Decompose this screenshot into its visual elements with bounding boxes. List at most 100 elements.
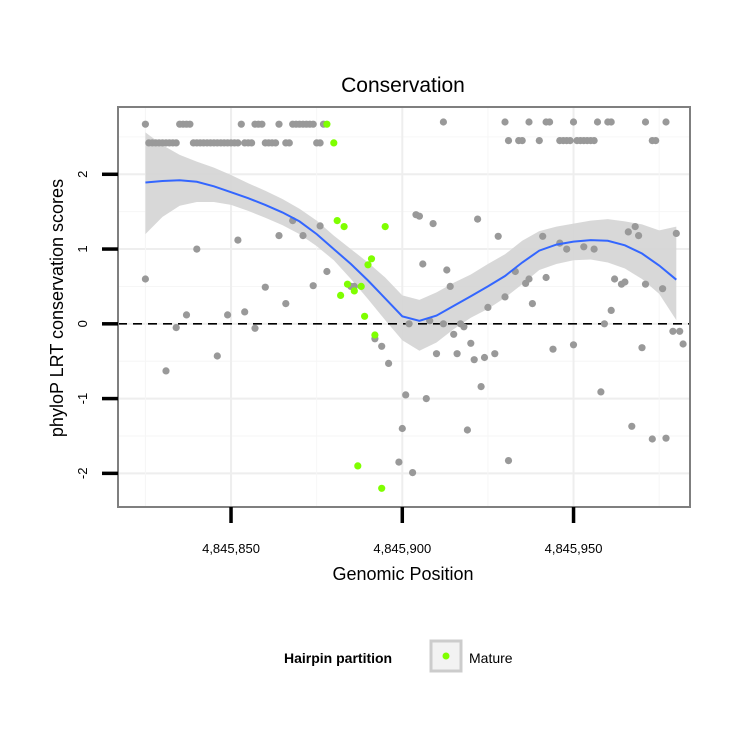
point bbox=[641, 118, 650, 126]
legend: Hairpin partition Mature bbox=[284, 639, 513, 673]
point bbox=[504, 457, 513, 465]
point-mature bbox=[350, 287, 358, 295]
point bbox=[480, 353, 489, 362]
point bbox=[569, 118, 578, 126]
x-tick-label: 4,845,950 bbox=[545, 541, 603, 556]
point bbox=[463, 426, 471, 434]
point bbox=[261, 283, 269, 291]
point-mature bbox=[367, 255, 376, 263]
point bbox=[648, 435, 656, 443]
point bbox=[248, 139, 256, 147]
point bbox=[518, 137, 526, 145]
point bbox=[141, 275, 149, 283]
point bbox=[422, 395, 430, 403]
point bbox=[628, 422, 636, 430]
point bbox=[224, 311, 232, 319]
point-mature bbox=[361, 312, 369, 320]
point bbox=[563, 245, 571, 253]
point-mature bbox=[354, 462, 362, 470]
point bbox=[234, 139, 242, 147]
point bbox=[624, 228, 632, 236]
point bbox=[275, 232, 283, 240]
point bbox=[405, 320, 413, 328]
point bbox=[309, 282, 317, 290]
point bbox=[323, 267, 331, 276]
point bbox=[501, 293, 509, 301]
y-tick-label: 1 bbox=[75, 245, 90, 252]
point bbox=[398, 424, 406, 433]
point bbox=[415, 212, 423, 220]
point bbox=[484, 303, 492, 311]
y-tick-label: -1 bbox=[75, 393, 90, 405]
point bbox=[316, 139, 324, 147]
point bbox=[501, 118, 509, 126]
x-tick-label: 4,845,850 bbox=[202, 541, 260, 556]
point bbox=[659, 285, 667, 293]
point bbox=[141, 120, 149, 128]
point bbox=[635, 232, 643, 240]
chart-title: Conservation bbox=[341, 74, 465, 97]
point-mature bbox=[381, 223, 389, 231]
y-axis-title: phyloP LRT conservation scores bbox=[47, 179, 67, 437]
point bbox=[439, 320, 447, 328]
point bbox=[409, 469, 417, 477]
point bbox=[621, 278, 629, 286]
point bbox=[282, 300, 290, 308]
point bbox=[234, 236, 242, 244]
point bbox=[443, 266, 451, 274]
point bbox=[631, 223, 639, 231]
point bbox=[607, 306, 615, 314]
point bbox=[669, 327, 677, 335]
y-tick-label: 2 bbox=[75, 171, 90, 178]
point-mature bbox=[337, 291, 345, 299]
point bbox=[504, 137, 513, 145]
point bbox=[453, 350, 461, 358]
point bbox=[316, 222, 324, 230]
point bbox=[491, 350, 499, 358]
point bbox=[566, 137, 574, 145]
smooth-curve bbox=[145, 179, 677, 322]
point bbox=[460, 323, 468, 331]
point bbox=[429, 220, 437, 228]
point bbox=[539, 232, 547, 240]
y-axis: -2 -1 0 1 2 bbox=[75, 171, 118, 479]
legend-key-marker bbox=[442, 652, 450, 660]
point bbox=[395, 458, 403, 466]
point-mature bbox=[357, 282, 365, 290]
point bbox=[535, 137, 543, 145]
point bbox=[439, 118, 447, 126]
point-mature bbox=[330, 139, 338, 147]
point bbox=[638, 344, 646, 352]
point-mature bbox=[343, 280, 352, 288]
point bbox=[172, 324, 180, 332]
point bbox=[569, 341, 578, 349]
point bbox=[525, 118, 533, 126]
point bbox=[213, 352, 221, 360]
point bbox=[580, 243, 588, 251]
x-axis-title: Genomic Position bbox=[332, 564, 473, 584]
point bbox=[186, 120, 194, 128]
point bbox=[446, 282, 454, 290]
point bbox=[474, 215, 482, 223]
point bbox=[676, 327, 684, 335]
point bbox=[258, 120, 266, 128]
point bbox=[607, 118, 615, 126]
point bbox=[662, 118, 670, 126]
point bbox=[525, 275, 533, 283]
point-mature bbox=[364, 261, 372, 269]
point bbox=[402, 391, 410, 399]
point bbox=[299, 232, 307, 240]
point bbox=[275, 120, 283, 128]
point bbox=[600, 320, 609, 328]
point bbox=[641, 280, 650, 288]
point-mature bbox=[340, 223, 348, 231]
point-mature bbox=[378, 484, 386, 492]
x-tick-label: 4,845,900 bbox=[373, 541, 431, 556]
point bbox=[542, 273, 550, 282]
point bbox=[672, 229, 680, 237]
point bbox=[679, 340, 687, 348]
point bbox=[546, 118, 554, 126]
point bbox=[385, 359, 393, 367]
point bbox=[419, 260, 427, 268]
